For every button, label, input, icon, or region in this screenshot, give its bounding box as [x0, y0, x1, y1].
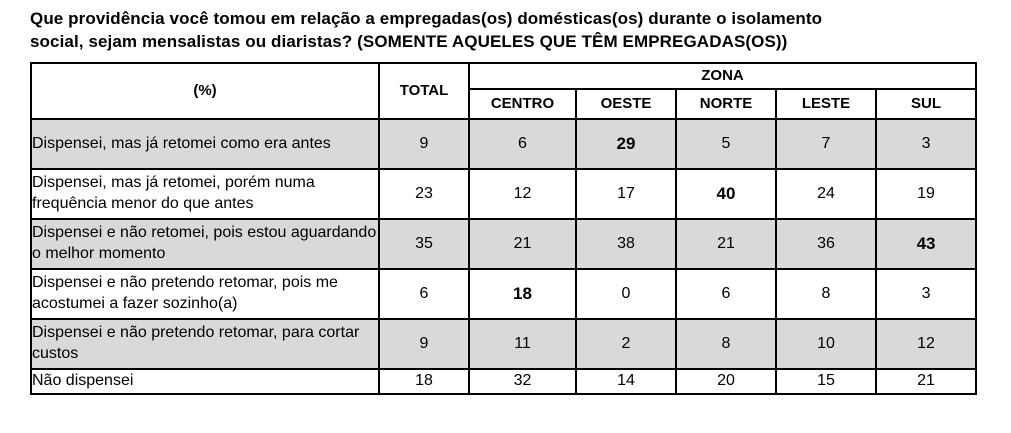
survey-question-title: Que providência você tomou em relação a …	[30, 8, 981, 54]
value-cell-oeste: 38	[575, 217, 677, 270]
value-cell-oeste: 29	[575, 117, 677, 170]
value-cell-leste: 15	[775, 367, 877, 395]
value-cell-norte: 20	[675, 367, 777, 395]
title-line-1: Que providência você tomou em relação a …	[30, 9, 823, 28]
value-cell-centro: 18	[468, 267, 577, 320]
value-cell-norte: 40	[675, 167, 777, 220]
table-row: Dispensei, mas já retomei como era antes…	[30, 117, 978, 170]
value-cell-sul: 12	[874, 317, 978, 370]
table-row: Dispensei e não pretendo retomar, pois m…	[30, 267, 978, 320]
value-cell-centro: 12	[468, 167, 577, 220]
value-cell-oeste: 0	[575, 267, 677, 320]
value-cell-total: 35	[378, 217, 470, 270]
survey-results-table: (%) TOTAL ZONA CENTRO OESTE NORTE LESTE …	[30, 61, 978, 395]
value-cell-centro: 6	[468, 117, 577, 170]
value-cell-total: 18	[378, 367, 470, 395]
zone-header-sul: SUL	[874, 87, 978, 120]
value-cell-sul: 3	[874, 117, 978, 170]
row-label: Dispensei, mas já retomei como era antes	[30, 117, 380, 170]
row-label: Dispensei, mas já retomei, porém numa fr…	[30, 167, 380, 220]
total-column-header: TOTAL	[378, 61, 470, 120]
zone-header-centro: CENTRO	[468, 87, 577, 120]
group-header-row: (%) TOTAL ZONA	[30, 61, 978, 120]
row-label: Dispensei e não retomei, pois estou agua…	[30, 217, 380, 270]
value-cell-centro: 11	[468, 317, 577, 370]
value-cell-norte: 6	[675, 267, 777, 320]
table-row: Dispensei, mas já retomei, porém numa fr…	[30, 167, 978, 220]
zone-header-oeste: OESTE	[575, 87, 677, 120]
value-cell-oeste: 2	[575, 317, 677, 370]
value-cell-total: 6	[378, 267, 470, 320]
value-cell-sul: 43	[874, 217, 978, 270]
value-cell-sul: 21	[874, 367, 978, 395]
value-cell-total: 9	[378, 317, 470, 370]
percent-column-header: (%)	[30, 61, 380, 120]
table-row: Dispensei e não retomei, pois estou agua…	[30, 217, 978, 270]
table-row: Dispensei e não pretendo retomar, para c…	[30, 317, 978, 370]
value-cell-norte: 8	[675, 317, 777, 370]
value-cell-norte: 5	[675, 117, 777, 170]
value-cell-leste: 36	[775, 217, 877, 270]
value-cell-leste: 24	[775, 167, 877, 220]
row-label: Dispensei e não pretendo retomar, para c…	[30, 317, 380, 370]
value-cell-sul: 3	[874, 267, 978, 320]
row-label: Não dispensei	[30, 367, 380, 395]
value-cell-oeste: 17	[575, 167, 677, 220]
value-cell-sul: 19	[874, 167, 978, 220]
zona-group-header: ZONA	[467, 61, 978, 90]
row-label: Dispensei e não pretendo retomar, pois m…	[30, 267, 380, 320]
value-cell-total: 9	[378, 117, 470, 170]
value-cell-leste: 10	[775, 317, 877, 370]
value-cell-centro: 32	[468, 367, 577, 395]
value-cell-norte: 21	[675, 217, 777, 270]
title-line-2: social, sejam mensalistas ou diaristas? …	[30, 31, 788, 51]
value-cell-oeste: 14	[575, 367, 677, 395]
zone-header-row: CENTRO OESTE NORTE LESTE SUL	[31, 87, 978, 120]
table-row: Não dispensei 18 32 14 20 15 21	[30, 367, 978, 395]
value-cell-leste: 8	[775, 267, 877, 320]
value-cell-centro: 21	[468, 217, 577, 270]
value-cell-leste: 7	[775, 117, 877, 170]
zone-header-leste: LESTE	[775, 87, 877, 120]
zone-header-norte: NORTE	[675, 87, 777, 120]
value-cell-total: 23	[378, 167, 470, 220]
